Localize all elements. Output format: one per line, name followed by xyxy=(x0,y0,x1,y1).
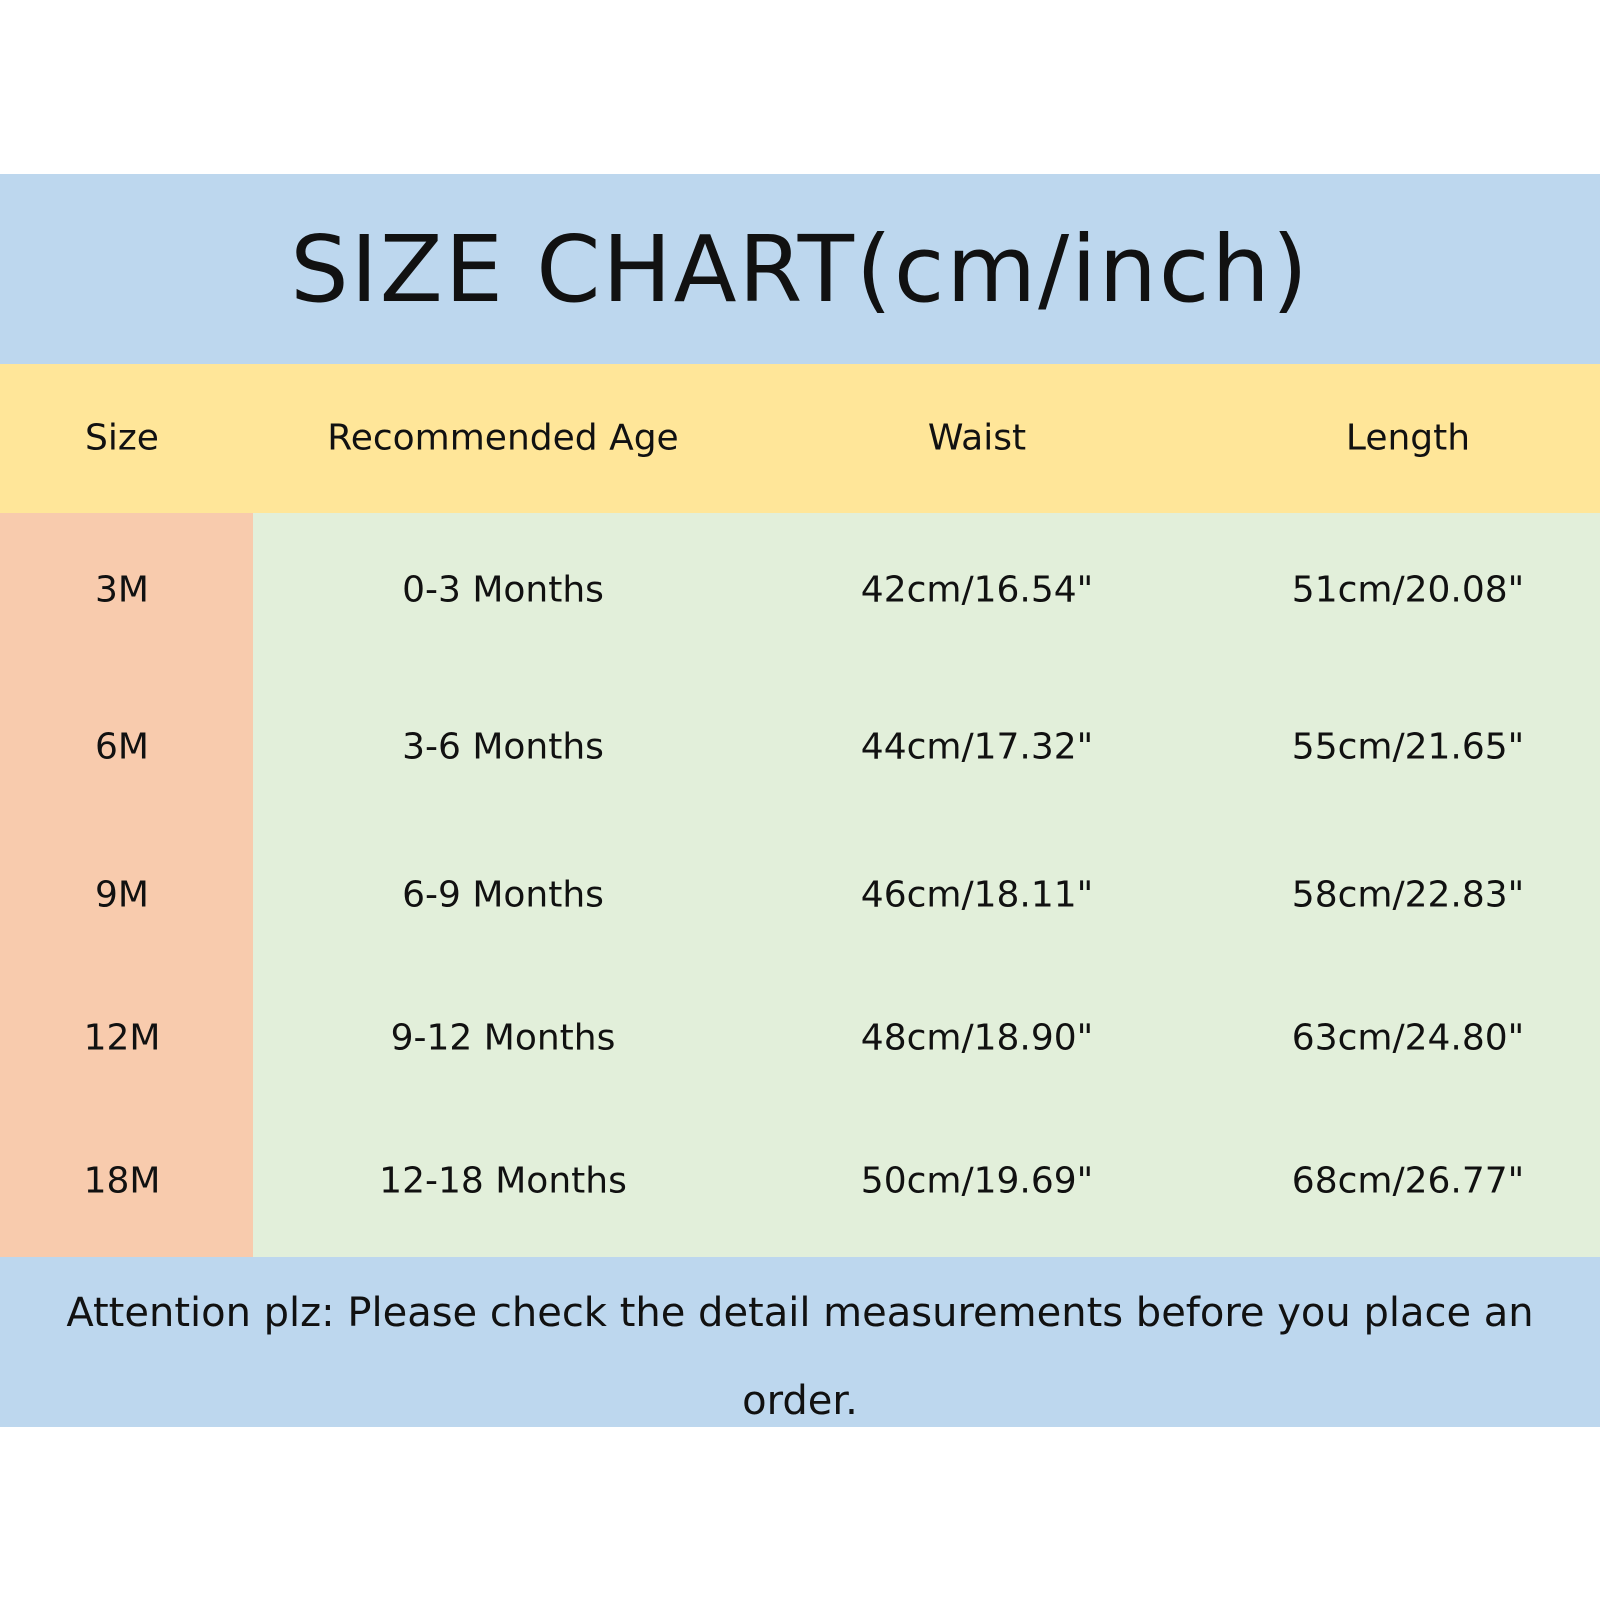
table-cell-age: 9-12 Months xyxy=(390,1017,616,1059)
chart-title: SIZE CHART(cm/inch) xyxy=(290,215,1310,323)
table-cell-age: 6-9 Months xyxy=(402,874,604,916)
table-cell-size: 12M xyxy=(83,1017,161,1059)
table-cell-waist: 42cm/16.54" xyxy=(860,569,1094,611)
column-header-length: Length xyxy=(1345,417,1471,459)
table-cell-age: 3-6 Months xyxy=(402,726,604,768)
table-cell-waist: 48cm/18.90" xyxy=(860,1017,1094,1059)
attention-note: Attention plz: Please check the detail m… xyxy=(66,1290,1534,1424)
table-cell-length: 68cm/26.77" xyxy=(1291,1160,1525,1202)
table-cell-length: 51cm/20.08" xyxy=(1291,569,1525,611)
column-header-size: Size xyxy=(85,417,159,459)
title-band: SIZE CHART(cm/inch) xyxy=(0,174,1600,364)
table-cell-size: 6M xyxy=(95,726,149,768)
footer-band: Attention plz: Please check the detail m… xyxy=(0,1257,1600,1427)
table-cell-size: 3M xyxy=(95,569,149,611)
header-row xyxy=(0,364,1600,513)
column-header-waist: Waist xyxy=(927,417,1027,459)
size-column xyxy=(0,513,253,1257)
table-cell-age: 12-18 Months xyxy=(379,1160,627,1202)
column-header-age: Recommended Age xyxy=(327,417,679,459)
table-cell-waist: 50cm/19.69" xyxy=(860,1160,1094,1202)
table-cell-waist: 44cm/17.32" xyxy=(860,726,1094,768)
table-cell-size: 18M xyxy=(83,1160,161,1202)
table-cell-length: 55cm/21.65" xyxy=(1291,726,1525,768)
table-cell-waist: 46cm/18.11" xyxy=(860,874,1094,916)
table-body xyxy=(0,513,1600,1257)
table-cell-length: 63cm/24.80" xyxy=(1291,1017,1525,1059)
table-cell-size: 9M xyxy=(95,874,149,916)
table-cell-length: 58cm/22.83" xyxy=(1291,874,1525,916)
table-cell-age: 0-3 Months xyxy=(402,569,604,611)
